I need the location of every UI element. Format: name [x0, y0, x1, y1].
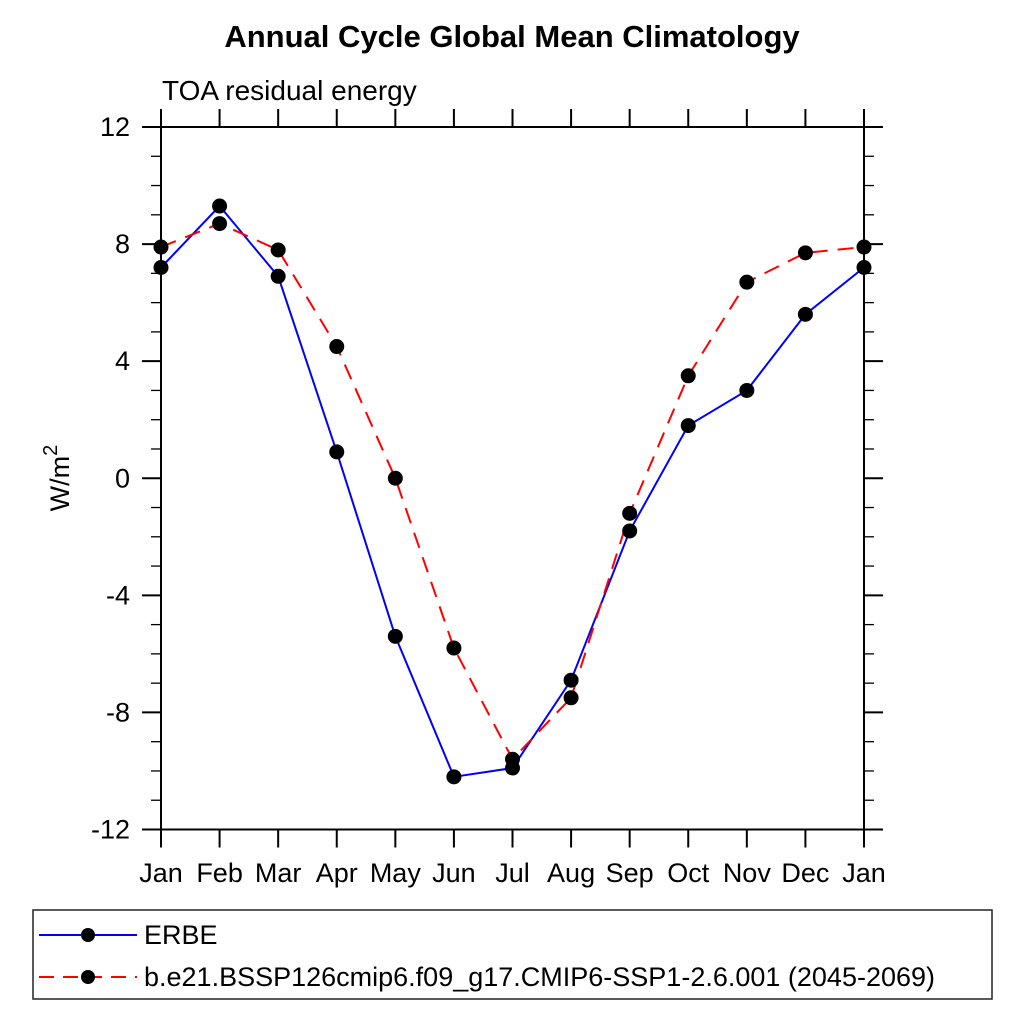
data-point-series-1 [680, 368, 696, 384]
x-tick-label: Dec [781, 858, 829, 888]
series-line-1 [160, 222, 865, 761]
y-axis-label: W/m2 [40, 445, 75, 512]
x-tick-label: Jan [139, 858, 183, 888]
data-point-series-1 [739, 274, 755, 290]
legend-label-erbe: ERBE [144, 920, 218, 950]
y-tick-label: 0 [115, 463, 130, 493]
data-point-series-1 [622, 505, 638, 521]
data-point-series-0 [446, 769, 462, 785]
data-point-series-0 [680, 418, 696, 434]
data-point-series-1 [797, 245, 813, 261]
legend-marker-erbe [81, 928, 95, 942]
series-layer [153, 198, 872, 785]
y-tick-label: 12 [100, 112, 130, 142]
y-tick-label: -4 [106, 580, 130, 610]
plot-frame [160, 126, 865, 831]
x-tick-label: Jan [842, 858, 886, 888]
x-tick-label: Jul [495, 858, 530, 888]
x-tick-label: Oct [667, 858, 710, 888]
x-tick-label: Sep [606, 858, 654, 888]
data-point-series-1 [505, 751, 520, 767]
data-point-series-1 [270, 242, 286, 258]
data-point-series-0 [153, 260, 169, 275]
y-tick-label: 8 [115, 229, 130, 259]
x-tick-label: Feb [196, 858, 243, 888]
data-point-series-1 [329, 339, 345, 355]
y-tick-label: -8 [106, 697, 130, 727]
data-point-series-1 [856, 239, 872, 255]
chart-title: Annual Cycle Global Mean Climatology [224, 19, 800, 54]
data-point-series-0 [856, 260, 872, 275]
chart-subtitle: TOA residual energy [162, 75, 417, 106]
y-axis-label-superscript: 2 [40, 445, 62, 456]
x-tick-label: Nov [723, 858, 772, 888]
x-tick-label: Apr [316, 858, 358, 888]
series-line-0 [160, 204, 865, 778]
data-point-series-0 [797, 306, 813, 322]
data-point-series-0 [329, 444, 345, 460]
data-point-series-0 [622, 523, 638, 539]
data-point-series-1 [446, 640, 462, 656]
data-point-series-1 [387, 470, 403, 486]
data-point-series-0 [563, 672, 579, 688]
data-point-series-0 [270, 268, 286, 284]
x-tick-label: Aug [547, 858, 595, 888]
x-tick-label: May [370, 858, 422, 888]
data-point-series-1 [153, 239, 169, 255]
data-point-series-0 [739, 382, 755, 398]
data-point-series-1 [563, 690, 579, 706]
x-tick-label: Mar [255, 858, 302, 888]
data-point-series-0 [212, 198, 228, 214]
legend-marker-model [81, 970, 95, 984]
y-tick-label: 4 [115, 346, 130, 376]
y-tick-label: -12 [91, 815, 130, 845]
legend: ERBE b.e21.BSSP126cmip6.f09_g17.CMIP6-SS… [32, 909, 993, 1000]
legend-box [32, 909, 993, 1000]
data-point-series-0 [387, 628, 403, 644]
x-tick-label: Jun [432, 858, 476, 888]
y-axis-label-base: W/m [45, 456, 75, 511]
axes-layer: Jan Feb Mar Apr May Jun Jul Aug Sep Oct Nov Dec Jan 1… [91, 109, 886, 888]
data-point-series-1 [212, 216, 228, 232]
legend-label-model: b.e21.BSSP126cmip6.f09_g17.CMIP6-SSP1-2.… [144, 962, 935, 992]
